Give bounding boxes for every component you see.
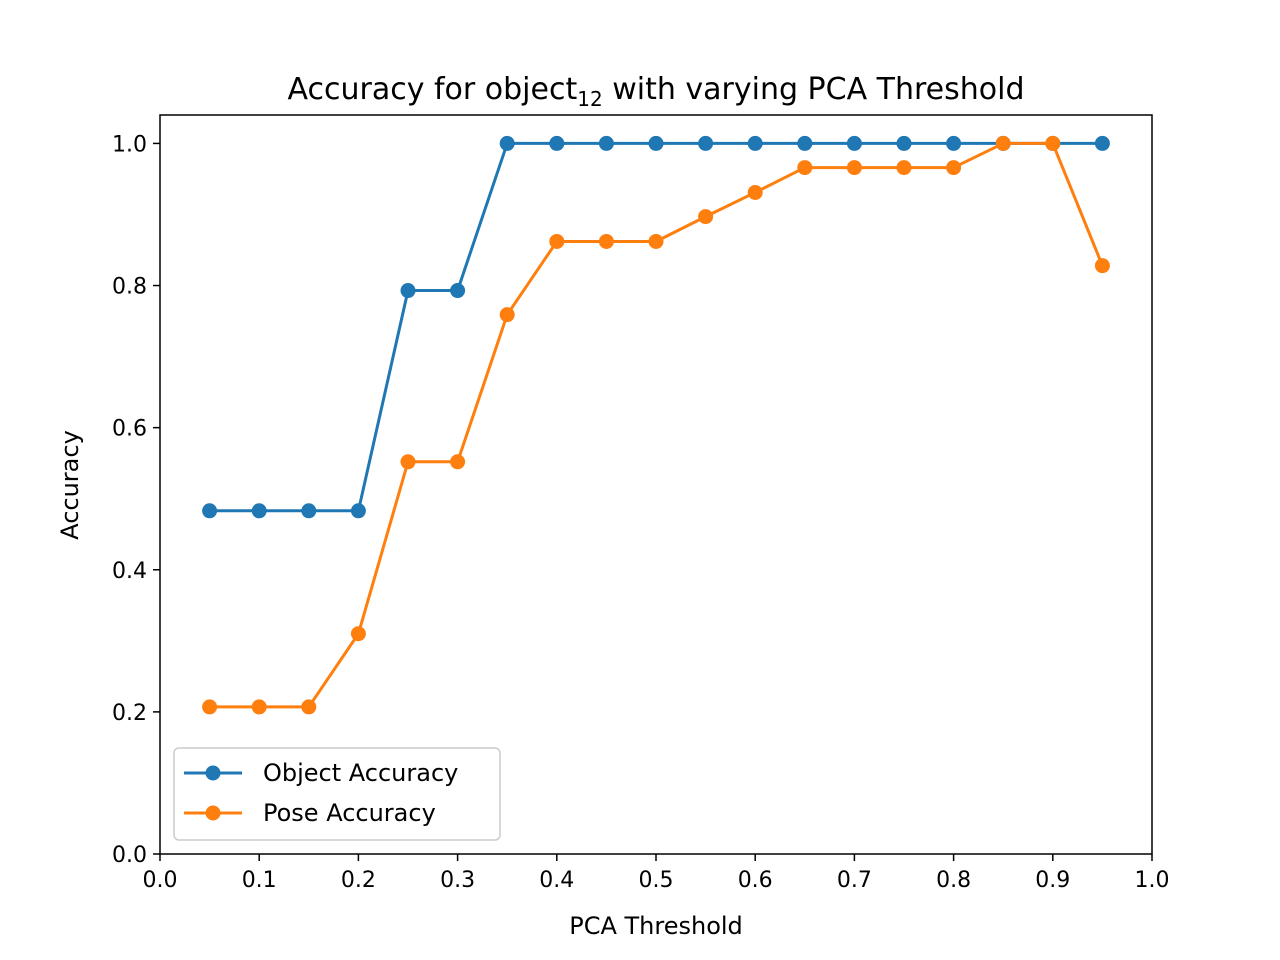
data-point bbox=[1094, 135, 1110, 151]
plot-frame bbox=[159, 114, 1153, 855]
data-point bbox=[846, 160, 862, 176]
series-2 bbox=[202, 135, 1110, 715]
data-point bbox=[251, 699, 267, 715]
x-tick-label: 0.4 bbox=[539, 868, 574, 893]
data-point bbox=[301, 503, 317, 519]
data-point bbox=[499, 135, 515, 151]
data-point bbox=[450, 283, 466, 299]
data-point bbox=[698, 209, 714, 225]
y-axis-label: Accuracy bbox=[56, 430, 84, 540]
x-tick-label: 0.2 bbox=[341, 868, 376, 893]
data-point bbox=[450, 454, 466, 470]
legend: Object Accuracy Pose Accuracy bbox=[173, 747, 501, 841]
data-point bbox=[946, 160, 962, 176]
series-1 bbox=[202, 135, 1110, 519]
data-point bbox=[499, 307, 515, 323]
legend-label: Object Accuracy bbox=[263, 759, 458, 787]
x-tick-label: 0.6 bbox=[738, 868, 773, 893]
data-point bbox=[846, 135, 862, 151]
data-point bbox=[598, 233, 614, 249]
data-point bbox=[747, 135, 763, 151]
chart-title-main: Accuracy for object bbox=[287, 72, 577, 107]
data-point bbox=[598, 135, 614, 151]
data-point bbox=[400, 283, 416, 299]
data-point bbox=[946, 135, 962, 151]
data-point bbox=[896, 160, 912, 176]
data-point bbox=[350, 626, 366, 642]
x-tick-label: 0.1 bbox=[242, 868, 277, 893]
data-point bbox=[698, 135, 714, 151]
series-line bbox=[209, 141, 1103, 513]
x-tick-label: 0.0 bbox=[143, 868, 178, 893]
x-tick-label: 0.3 bbox=[440, 868, 475, 893]
data-point bbox=[797, 160, 813, 176]
data-point bbox=[350, 503, 366, 519]
x-tick-label: 0.8 bbox=[936, 868, 971, 893]
x-axis-ticks: 0.0 0.1 0.2 0.3 0.4 0.5 0.6 0.7 0.8 0.9 1.0 bbox=[143, 854, 1170, 893]
legend-item: Object Accuracy bbox=[184, 759, 458, 787]
y-tick-label: 1.0 bbox=[112, 132, 147, 157]
x-tick-label: 0.7 bbox=[837, 868, 872, 893]
y-tick-label: 0.4 bbox=[112, 559, 147, 584]
chart-title-rest: with varying PCA Threshold bbox=[603, 72, 1025, 107]
y-tick-label: 0.6 bbox=[112, 417, 147, 442]
data-point bbox=[301, 699, 317, 715]
data-point bbox=[797, 135, 813, 151]
data-point bbox=[648, 233, 664, 249]
x-tick-label: 0.5 bbox=[639, 868, 674, 893]
y-tick-label: 0.8 bbox=[112, 275, 147, 300]
series-layer bbox=[202, 135, 1110, 715]
chart-title-subscript: 12 bbox=[577, 87, 602, 111]
legend-item: Pose Accuracy bbox=[184, 799, 436, 827]
y-axis-ticks: 0.0 0.2 0.4 0.6 0.8 1.0 bbox=[112, 132, 160, 868]
data-point bbox=[549, 233, 565, 249]
data-point bbox=[995, 135, 1011, 151]
legend-marker bbox=[205, 765, 221, 781]
data-point bbox=[251, 503, 267, 519]
legend-marker bbox=[205, 805, 221, 821]
y-tick-label: 0.0 bbox=[112, 843, 147, 868]
data-point bbox=[1045, 135, 1061, 151]
y-tick-label: 0.2 bbox=[112, 701, 147, 726]
x-tick-label: 0.9 bbox=[1035, 868, 1070, 893]
data-point bbox=[202, 699, 218, 715]
data-point bbox=[747, 184, 763, 200]
data-point bbox=[202, 503, 218, 519]
data-point bbox=[1094, 258, 1110, 274]
data-point bbox=[648, 135, 664, 151]
chart-title: Accuracy for object12 with varying PCA T… bbox=[287, 72, 1024, 111]
x-axis-label: PCA Threshold bbox=[569, 912, 743, 940]
series-line bbox=[209, 141, 1104, 709]
legend-box bbox=[173, 747, 501, 841]
data-point bbox=[896, 135, 912, 151]
legend-label: Pose Accuracy bbox=[263, 799, 436, 827]
data-point bbox=[549, 135, 565, 151]
data-point bbox=[400, 454, 416, 470]
x-tick-label: 1.0 bbox=[1135, 868, 1170, 893]
